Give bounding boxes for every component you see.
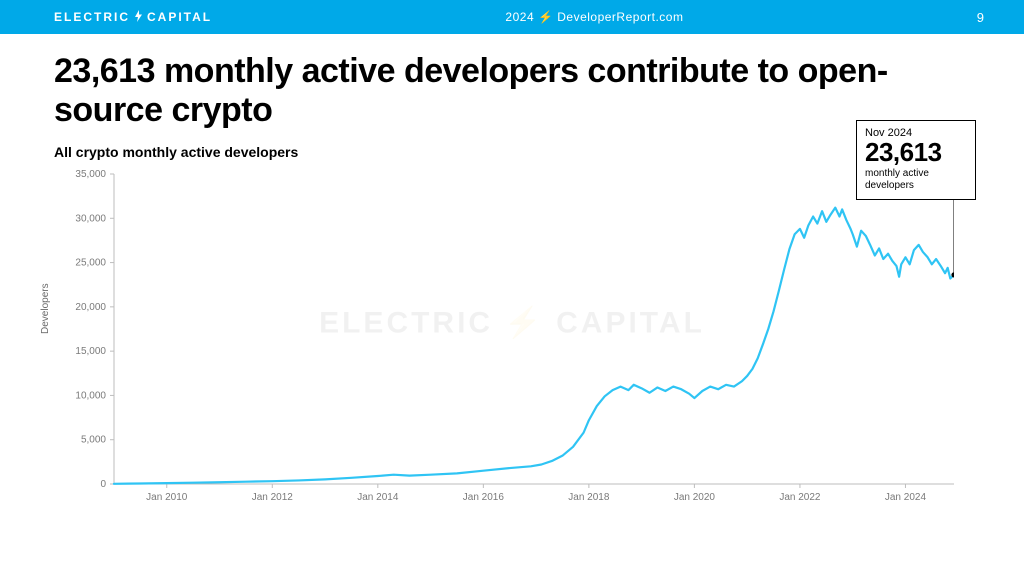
page-number: 9 bbox=[977, 10, 984, 25]
brand-logo: ELECTRIC CAPITAL bbox=[54, 10, 212, 25]
bolt-icon bbox=[134, 10, 143, 25]
svg-text:Jan 2018: Jan 2018 bbox=[568, 492, 610, 503]
callout-value: 23,613 bbox=[865, 139, 967, 166]
chart-container: Developers ELECTRIC ⚡ CAPITAL 05,00010,0… bbox=[54, 164, 970, 524]
line-chart: 0 5,000 10,000 15,000 20,000 25,000 30,000 35,0… bbox=[54, 164, 954, 524]
svg-text:15,000: 15,000 bbox=[75, 346, 106, 357]
report-header: ELECTRIC CAPITAL 2024 ⚡ DeveloperReport.… bbox=[0, 0, 1024, 34]
brand-text-left: ELECTRIC bbox=[54, 10, 130, 24]
slide-content: 23,613 monthly active developers contrib… bbox=[0, 34, 1024, 534]
callout-box: Nov 2024 23,613 monthly active developer… bbox=[856, 120, 976, 200]
svg-text:Jan 2010: Jan 2010 bbox=[146, 492, 188, 503]
chart-subtitle: All crypto monthly active developers bbox=[54, 144, 970, 160]
brand-text-right: CAPITAL bbox=[147, 10, 212, 24]
svg-text:0: 0 bbox=[100, 479, 106, 490]
page-title: 23,613 monthly active developers contrib… bbox=[54, 52, 970, 130]
svg-text:5,000: 5,000 bbox=[81, 435, 106, 446]
svg-text:Jan 2016: Jan 2016 bbox=[463, 492, 505, 503]
svg-text:25,000: 25,000 bbox=[75, 258, 106, 269]
callout-sub: monthly active developers bbox=[865, 168, 967, 191]
svg-text:20,000: 20,000 bbox=[75, 302, 106, 313]
svg-text:35,000: 35,000 bbox=[75, 169, 106, 180]
svg-text:Jan 2022: Jan 2022 bbox=[779, 492, 821, 503]
svg-text:Jan 2024: Jan 2024 bbox=[885, 492, 927, 503]
y-axis-label: Developers bbox=[40, 284, 51, 335]
svg-text:Jan 2020: Jan 2020 bbox=[674, 492, 716, 503]
svg-text:30,000: 30,000 bbox=[75, 213, 106, 224]
header-center-text: 2024 ⚡ DeveloperReport.com bbox=[505, 10, 683, 24]
svg-text:10,000: 10,000 bbox=[75, 391, 106, 402]
svg-text:Jan 2014: Jan 2014 bbox=[357, 492, 399, 503]
svg-text:Jan 2012: Jan 2012 bbox=[252, 492, 294, 503]
